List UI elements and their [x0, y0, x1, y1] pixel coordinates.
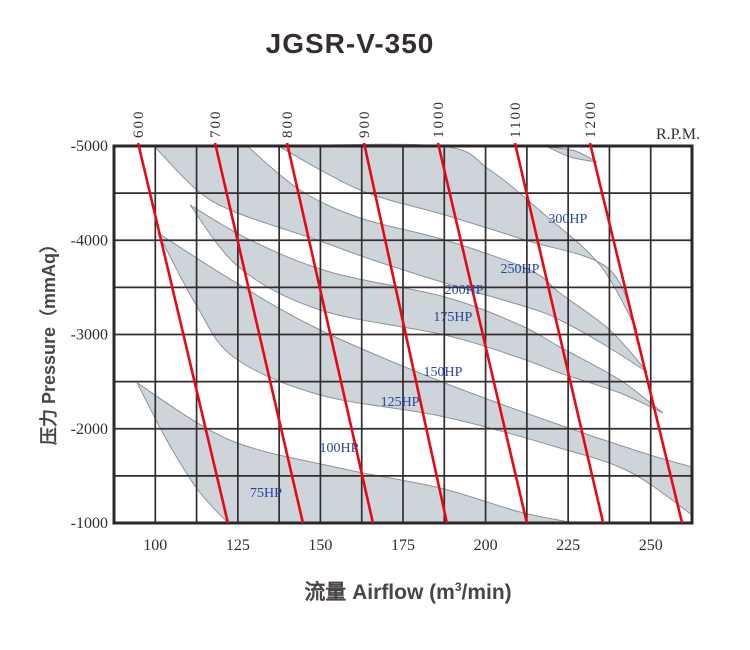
- rpm-tick-label-700: 700: [208, 110, 224, 139]
- band-area-upper-unlabeled-band: [278, 144, 637, 330]
- band-area-175HP-band: [190, 205, 663, 413]
- rpm-line-600: [136, 142, 230, 524]
- rpm-unit-label: R.P.M.: [656, 126, 700, 143]
- band-curve: [153, 145, 648, 373]
- grid-lines: [112, 144, 694, 525]
- band-curve: [157, 232, 693, 516]
- x-tick-label: 150: [308, 537, 332, 554]
- x-tick-label: 175: [391, 537, 415, 554]
- rpm-line-700: [213, 142, 305, 524]
- rpm-tick-label-1100: 1100: [508, 101, 524, 138]
- hp-label-300HP: 300HP: [548, 212, 587, 227]
- rpm-tick-label-600: 600: [131, 110, 147, 139]
- band-area-top-right-wedge: [548, 147, 597, 162]
- hp-label-175HP: 175HP: [433, 310, 472, 325]
- y-tick-label: -1000: [71, 515, 108, 532]
- hp-label-150HP: 150HP: [424, 365, 463, 380]
- rpm-lines: [136, 142, 684, 524]
- hp-band-areas: [136, 143, 693, 524]
- x-tick-label: 225: [556, 537, 580, 554]
- y-tick-label: -5000: [71, 138, 108, 155]
- hp-label-200HP: 200HP: [445, 283, 484, 298]
- page-title: JGSR-V-350: [265, 28, 435, 59]
- x-axis-title: 流量 Airflow (m3/min): [304, 580, 512, 604]
- hp-label-250HP: 250HP: [500, 262, 539, 277]
- band-area-75HP-band: [137, 382, 576, 523]
- band-area-250HP-band: [154, 146, 648, 372]
- hp-label-75HP: 75HP: [250, 486, 282, 501]
- y-tick-label: -4000: [71, 232, 108, 249]
- band-curve: [547, 146, 598, 163]
- band-curve: [189, 204, 664, 414]
- x-tick-label: 125: [226, 537, 250, 554]
- rpm-tick-label-900: 900: [357, 110, 373, 139]
- hp-label-100HP: 100HP: [319, 441, 358, 456]
- x-tick-label: 250: [639, 537, 663, 554]
- y-tick-label: -2000: [71, 421, 108, 438]
- band-curve: [136, 382, 576, 524]
- rpm-line-1200: [588, 142, 684, 524]
- x-tick-label: 200: [474, 537, 498, 554]
- y-axis-title: 压力 Pressure（mmAq）: [39, 234, 59, 446]
- band-curve: [278, 143, 638, 331]
- hp-label-125HP: 125HP: [381, 395, 420, 410]
- rpm-line-1100: [513, 142, 605, 524]
- x-tick-label: 100: [143, 537, 167, 554]
- band-curve: [136, 382, 229, 524]
- plot-border: [112, 144, 694, 525]
- band-curve: [547, 146, 597, 163]
- band-curve: [189, 204, 664, 414]
- rpm-tick-label-1000: 1000: [431, 100, 447, 138]
- rpm-line-1000: [436, 142, 529, 524]
- rpm-line-800: [285, 142, 375, 524]
- superscript-3: 3: [454, 580, 462, 594]
- band-area-125HP-band: [157, 233, 692, 515]
- rpm-tick-label-1200: 1200: [583, 100, 599, 138]
- rpm-tick-label-800: 800: [280, 110, 296, 139]
- y-tick-label: -3000: [71, 327, 108, 344]
- axis-tick-labels: 600 700 800 900 1000 1100 1200 R.P.M. -5000 -4000…: [71, 100, 700, 554]
- rpm-line-900: [362, 142, 449, 524]
